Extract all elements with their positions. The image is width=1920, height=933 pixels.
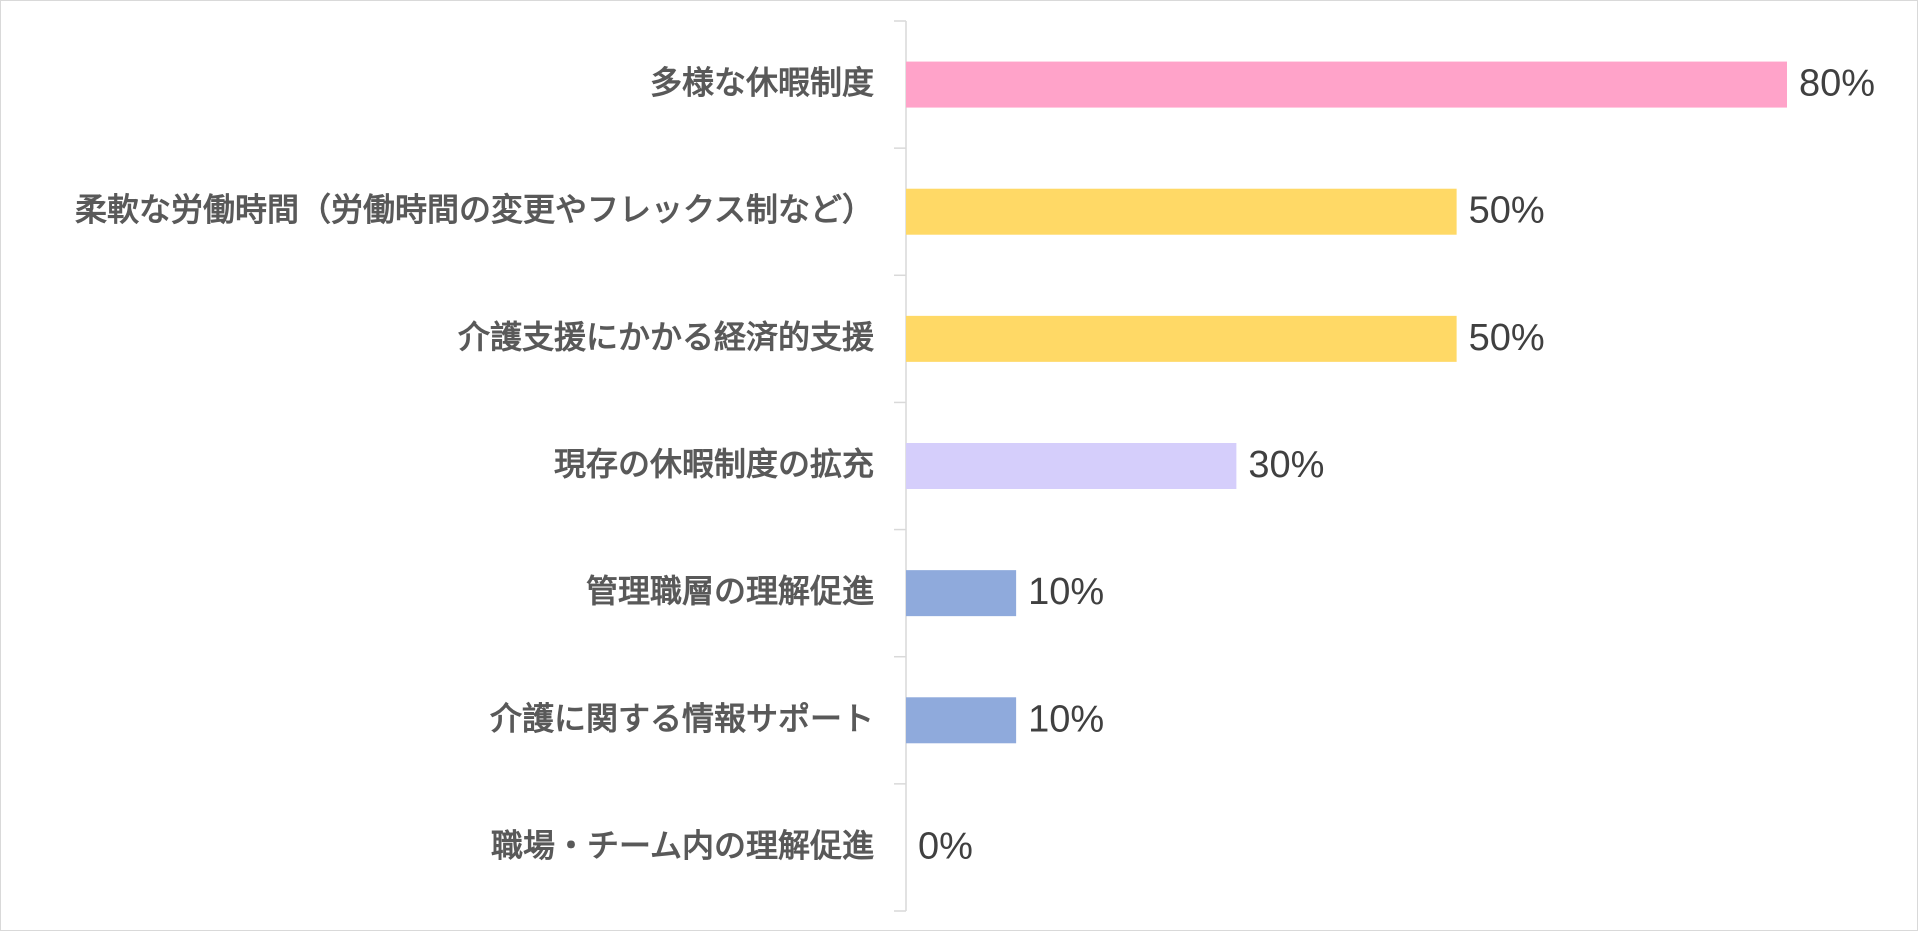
bar xyxy=(906,697,1017,744)
category-label: 職場・チーム内の理解促進 xyxy=(491,826,874,864)
bar xyxy=(906,315,1457,362)
axis-ticks xyxy=(894,20,906,912)
category-label: 現存の休暇制度の拡充 xyxy=(554,445,874,483)
category-label: 管理職層の理解促進 xyxy=(586,572,874,610)
data-label: 50% xyxy=(1469,317,1545,359)
bar xyxy=(906,443,1237,489)
data-label: 50% xyxy=(1469,190,1545,232)
data-label: 80% xyxy=(1799,63,1875,105)
data-label: 30% xyxy=(1248,444,1324,486)
data-label: 10% xyxy=(1028,571,1104,613)
bar xyxy=(906,570,1017,617)
category-label: 多様な休暇制度 xyxy=(650,64,874,102)
category-label: 介護支援にかかる経済的支援 xyxy=(457,318,875,356)
bars xyxy=(906,61,1787,744)
bar xyxy=(906,61,1787,108)
bar xyxy=(906,188,1457,235)
category-label: 介護に関する情報サポート xyxy=(489,699,874,737)
category-label: 柔軟な労働時間（労働時間の変更やフレックス制など） xyxy=(75,191,874,229)
data-label: 10% xyxy=(1028,698,1104,740)
data-labels: 80% 50% 50% 30% 10% 10% 0% xyxy=(918,63,1875,868)
data-label: 0% xyxy=(918,825,973,867)
